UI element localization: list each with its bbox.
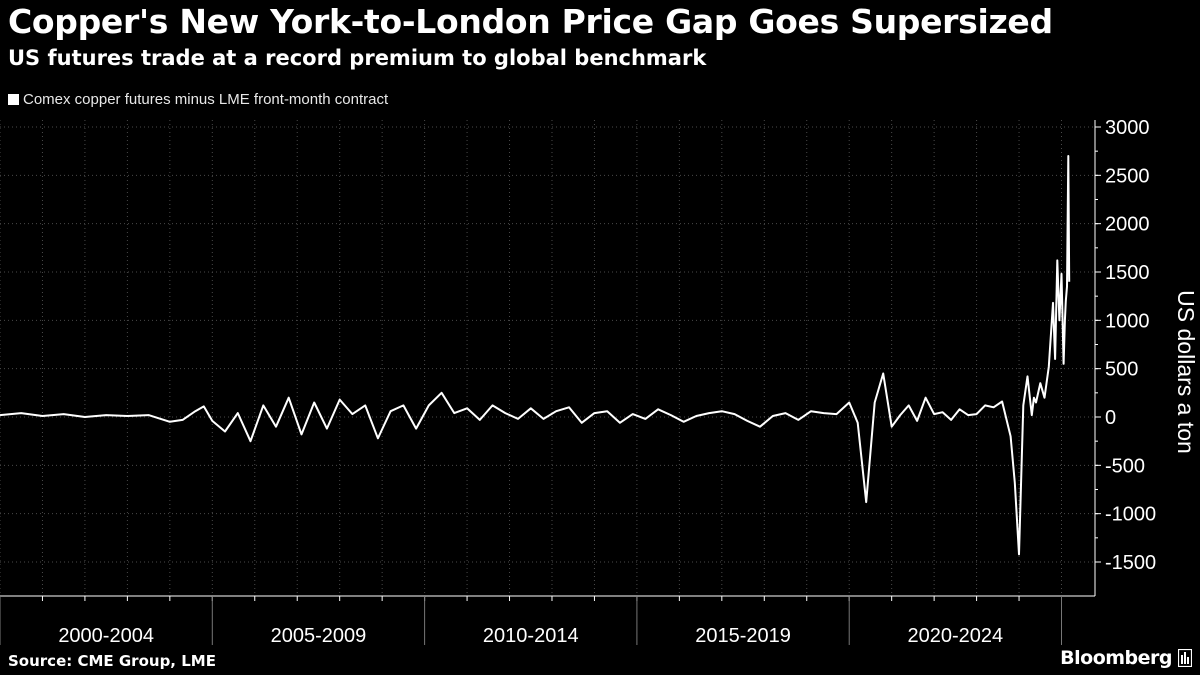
chart-subtitle: US futures trade at a record premium to …: [8, 46, 707, 70]
axis-layer: 3000 2500 2000 1500 1000 500 0 -500 -1000 -1500 20…: [0, 117, 1156, 647]
x-category-label: 2020-2024: [908, 625, 1004, 647]
y-tick-label: -500: [1105, 455, 1145, 477]
y-tick-label: 0: [1105, 407, 1116, 429]
y-tick-label: 2500: [1105, 165, 1150, 187]
y-tick-label: 500: [1105, 359, 1138, 381]
y-axis-label: US dollars a ton: [1173, 290, 1199, 454]
legend-swatch: [8, 94, 19, 105]
y-tick-label: -1500: [1105, 552, 1156, 574]
series-line-comex-minus-lme: [0, 155, 1071, 556]
y-tick-label: -1000: [1105, 504, 1156, 526]
source-note: Source: CME Group, LME: [8, 652, 216, 670]
chart-title: Copper's New York-to-London Price Gap Go…: [8, 2, 1053, 41]
brand-name: Bloomberg: [1060, 647, 1172, 669]
legend-label: Comex copper futures minus LME front-mon…: [23, 91, 389, 108]
legend: Comex copper futures minus LME front-mon…: [8, 91, 388, 108]
x-category-label: 2000-2004: [58, 625, 154, 647]
grid-layer: [0, 120, 1095, 596]
x-category-label: 2015-2019: [695, 625, 791, 647]
y-tick-label: 1500: [1105, 262, 1150, 284]
brand: Bloomberg: [1060, 647, 1192, 669]
x-category-label: 2010-2014: [483, 625, 579, 647]
bloomberg-terminal-icon: [1178, 649, 1192, 667]
y-tick-label: 3000: [1105, 117, 1150, 139]
x-category-label: 2005-2009: [271, 625, 367, 647]
y-tick-label: 2000: [1105, 214, 1150, 236]
y-tick-label: 1000: [1105, 310, 1150, 332]
series-layer: [0, 155, 1071, 556]
